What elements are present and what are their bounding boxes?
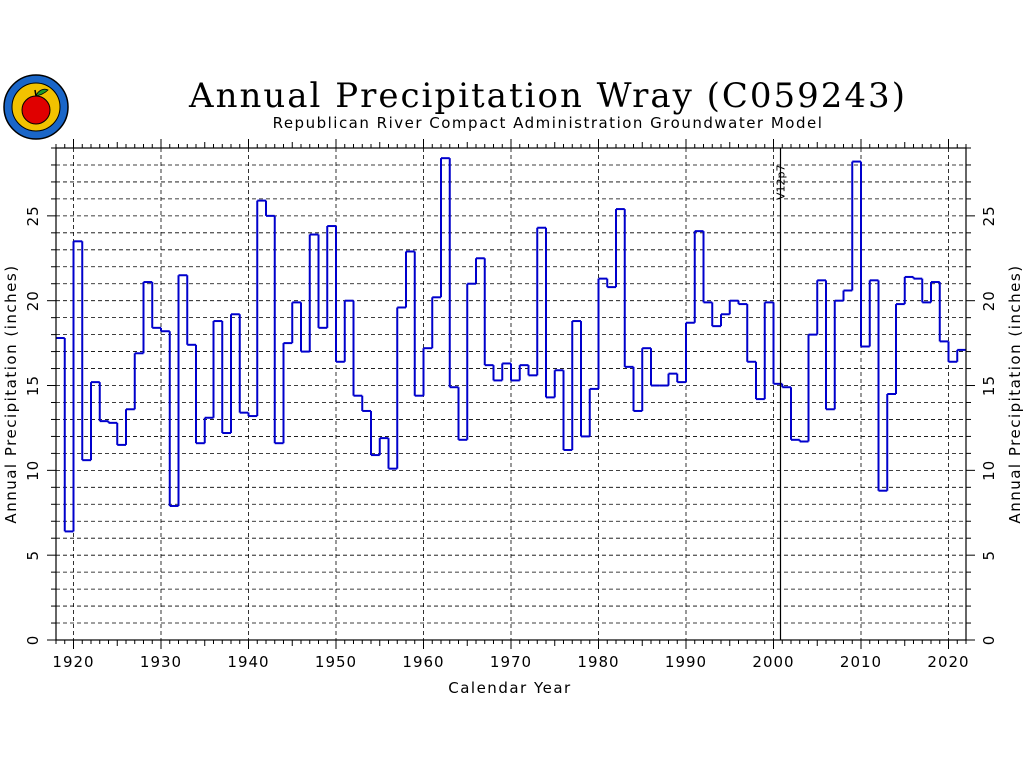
x-tick-label: 1960: [402, 653, 444, 671]
x-tick-label: 1980: [577, 653, 619, 671]
agency-logo: [3, 74, 69, 140]
x-tick-label: 1950: [315, 653, 357, 671]
apple-stem-icon: [34, 89, 37, 97]
leaf-icon: [35, 88, 49, 97]
y-tick-label-right: 25: [980, 205, 998, 226]
x-tick-label: 1940: [227, 653, 269, 671]
y-tick-label-right: 0: [980, 635, 998, 646]
y-tick-label-right: 15: [980, 375, 998, 396]
y-axis-label-left: Annual Precipitation (inches): [2, 264, 20, 523]
annotation-label: V12p7: [775, 164, 788, 200]
y-tick-label-left: 10: [24, 460, 42, 481]
y-tick-label-right: 5: [980, 550, 998, 561]
x-tick-label: 1930: [140, 653, 182, 671]
y-tick-label-right: 10: [980, 460, 998, 481]
x-tick-label: 1920: [52, 653, 94, 671]
y-axis-label-right: Annual Precipitation (inches): [1006, 264, 1024, 523]
x-tick-label: 1990: [665, 653, 707, 671]
y-tick-label-right: 20: [980, 290, 998, 311]
y-tick-label-left: 20: [24, 290, 42, 311]
x-tick-label: 2010: [840, 653, 882, 671]
chart-subtitle: Republican River Compact Administration …: [273, 114, 824, 132]
chart-title: Annual Precipitation Wray (C059243): [188, 76, 907, 116]
apple-icon: [21, 95, 51, 125]
y-tick-label-left: 25: [24, 205, 42, 226]
series-layer: [56, 157, 966, 533]
y-tick-label-left: 15: [24, 375, 42, 396]
annotation-layer: V12p7: [775, 148, 788, 640]
x-axis-label: Calendar Year: [448, 679, 571, 697]
axes: 1920 1930 1940 1950 1960 1970 1980 1990 2000 2010…: [24, 139, 998, 671]
y-tick-label-left: 5: [24, 550, 42, 561]
x-tick-label: 1970: [490, 653, 532, 671]
x-tick-label: 2000: [752, 653, 794, 671]
grid: [56, 148, 966, 640]
y-tick-label-left: 0: [24, 635, 42, 646]
x-tick-label: 2020: [927, 653, 969, 671]
